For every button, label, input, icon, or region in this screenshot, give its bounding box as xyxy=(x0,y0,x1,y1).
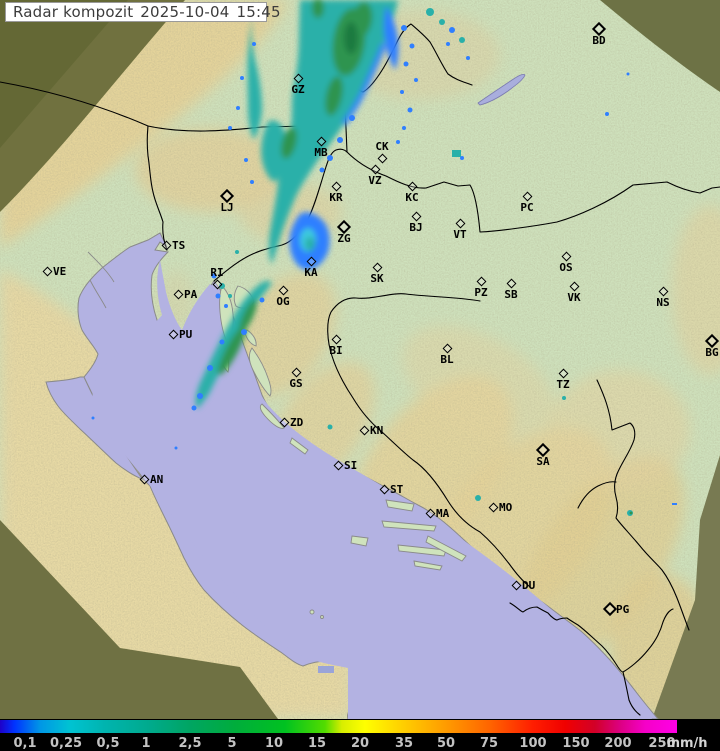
title-time: 15:45 xyxy=(236,3,281,21)
legend-tick-50: 50 xyxy=(436,736,456,751)
legend-tick-10: 10 xyxy=(264,736,284,751)
legend-tick-0_5: 0,5 xyxy=(96,736,120,751)
product-title: Radar kompozit xyxy=(13,3,134,21)
legend-unit: mm/h xyxy=(666,736,708,751)
radar-echo-kvarner-band xyxy=(195,280,272,409)
legend-tick-75: 75 xyxy=(479,736,499,751)
legend-tick-200: 200 xyxy=(604,736,632,751)
legend-tick-2_5: 2,5 xyxy=(178,736,202,751)
legend-tick-250: 250 xyxy=(648,736,676,751)
radar-echo-specks xyxy=(91,25,677,505)
intensity-legend: 0,1 0,25 0,5 1 2,5 5 10 15 20 35 50 75 100 150 200 250 … xyxy=(0,719,720,751)
lake-balaton xyxy=(477,73,526,106)
title-date: 2025-10-04 xyxy=(140,3,230,21)
title-bar: Radar kompozit 2025-10-04 15:45 xyxy=(5,2,281,22)
legend-tick-150: 150 xyxy=(562,736,590,751)
legend-tick-5: 5 xyxy=(227,736,237,751)
radar-echo-main-band xyxy=(247,0,399,270)
legend-tick-35: 35 xyxy=(394,736,414,751)
map-canvas xyxy=(0,0,720,719)
legend-tick-1: 1 xyxy=(141,736,151,751)
radar-echo-cells xyxy=(219,8,633,516)
lakes xyxy=(318,73,526,673)
legend-tick-20: 20 xyxy=(350,736,370,751)
legend-tick-0_1: 0,1 xyxy=(13,736,37,751)
out-of-range-areas xyxy=(0,0,720,719)
radar-map: BD GZ MB CK VZ KR KC LJ BJ VT PC ZG TS VE RI PA PU KA SK OG… xyxy=(0,0,720,719)
lake-lesina xyxy=(318,666,334,673)
legend-tick-15: 15 xyxy=(307,736,327,751)
legend-tick-100: 100 xyxy=(519,736,547,751)
legend-colorbar xyxy=(0,720,677,733)
country-borders xyxy=(0,23,720,716)
legend-tick-0_25: 0,25 xyxy=(49,736,83,751)
radar-echo-layer xyxy=(91,0,677,516)
